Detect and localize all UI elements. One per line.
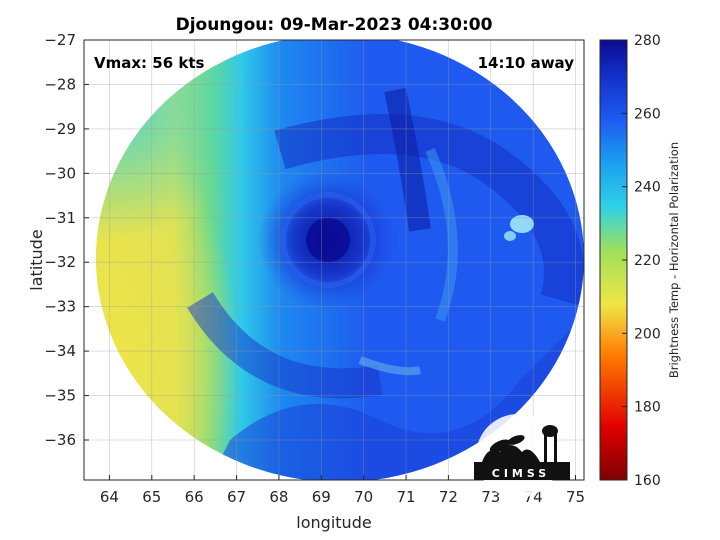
y-axis-label: latitude (27, 229, 46, 290)
time-away-annotation: 14:10 away (478, 54, 575, 72)
x-tick-label: 64 (100, 488, 119, 506)
colorbar-tick-label: 220 (634, 253, 661, 269)
y-tick-label: −27 (44, 31, 76, 49)
colorbar-label: Brightness Temp - Horizontal Polarizatio… (667, 142, 681, 378)
colorbar-ticks: 160 180 200 220 240 260 280 (622, 33, 661, 489)
cimss-logo: CIMSS (474, 414, 570, 498)
x-tick-label: 70 (354, 488, 373, 506)
x-tick-label: 72 (439, 488, 458, 506)
colorbar-tick-label: 160 (634, 473, 661, 489)
cimss-logo-text: CIMSS (492, 467, 550, 480)
y-tick-label: −28 (44, 75, 76, 93)
colorbar-tick-label: 180 (634, 400, 661, 416)
chart-title: Djoungou: 09-Mar-2023 04:30:00 (176, 15, 493, 35)
y-tick-label: −30 (44, 164, 76, 182)
y-tick-label: −31 (44, 209, 76, 227)
vmax-annotation: Vmax: 56 kts (94, 54, 204, 72)
x-tick-label: 75 (566, 488, 585, 506)
y-tick-label: −29 (44, 120, 76, 138)
x-tick-label: 73 (481, 488, 500, 506)
colorbar-tick-label: 260 (634, 106, 661, 122)
colorbar-tick-label: 240 (634, 180, 661, 196)
x-tick-label: 67 (227, 488, 246, 506)
y-axis-ticks: −27 −28 −29 −30 −31 −32 −33 −34 −35 −36 (44, 31, 89, 449)
x-tick-label: 69 (312, 488, 331, 506)
y-tick-label: −33 (44, 298, 76, 316)
x-tick-label: 68 (269, 488, 288, 506)
y-tick-label: −32 (44, 253, 76, 271)
colorbar-tick-label: 200 (634, 326, 661, 342)
y-tick-label: −36 (44, 431, 76, 449)
plot-frame (83, 39, 585, 481)
x-tick-label: 66 (185, 488, 204, 506)
x-axis-ticks: 64 65 66 67 68 69 70 71 72 73 74 75 (100, 475, 585, 506)
x-tick-label: 65 (142, 488, 161, 506)
x-tick-label: 71 (396, 488, 415, 506)
x-axis-label: longitude (296, 513, 371, 532)
colorbar-tick-label: 280 (634, 33, 661, 49)
y-tick-label: −34 (44, 342, 76, 360)
y-tick-label: −35 (44, 387, 76, 405)
